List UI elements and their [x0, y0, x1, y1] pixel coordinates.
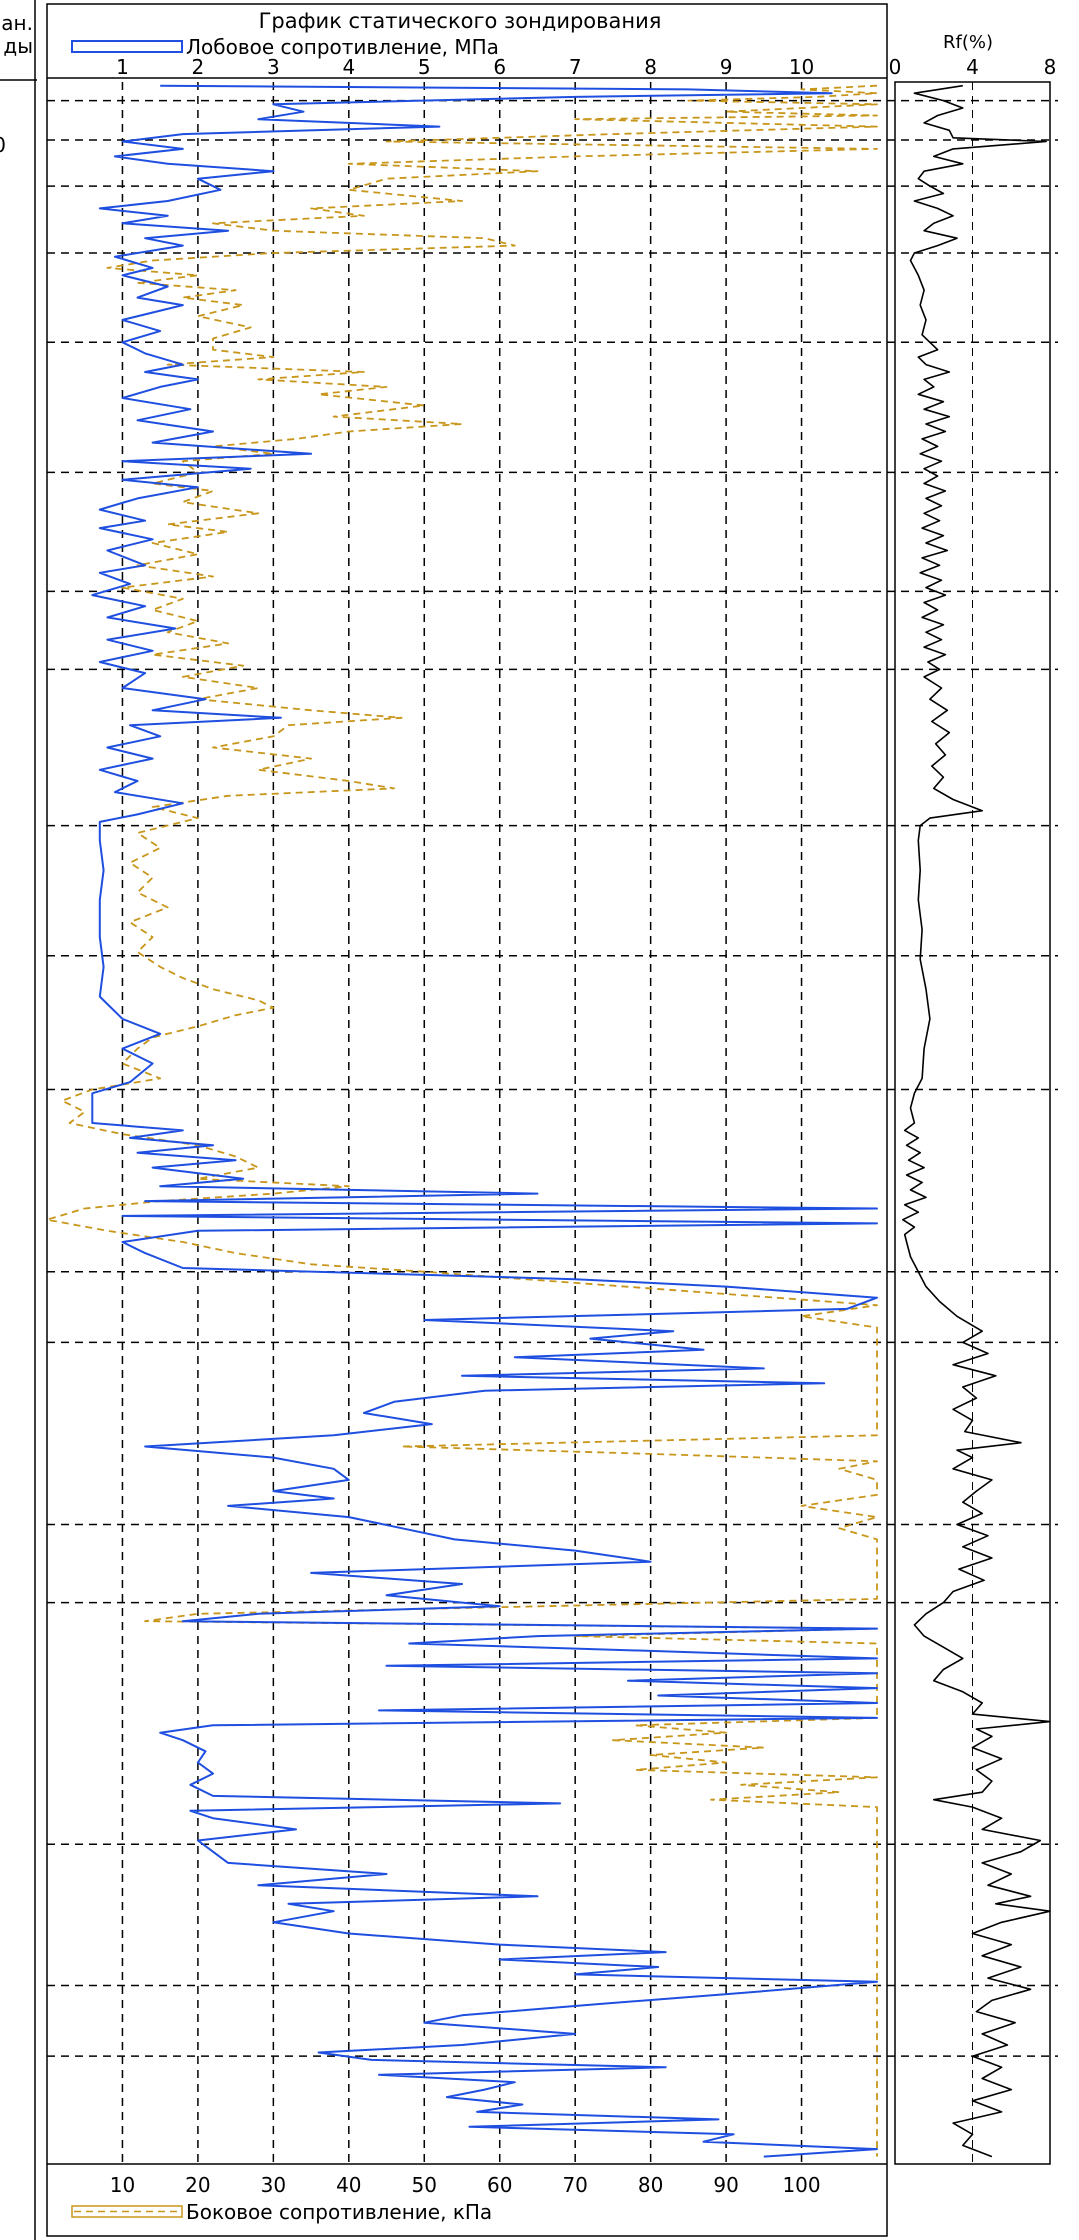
- legend-label-side: Боковое сопротивление, кПа: [186, 2200, 492, 2224]
- rf-axis-tick-label: 8: [1044, 55, 1057, 79]
- left-panel-fragment-3: 0: [0, 133, 6, 157]
- series-front-line: [91, 84, 878, 2158]
- bottom-axis-tick-label: 90: [713, 2173, 738, 2197]
- bottom-axis-ticks: 10 20 30 40 50 60 70 80 90 100: [110, 2173, 821, 2197]
- legend-front-resistance: Лобовое сопротивление, МПа: [71, 35, 499, 59]
- bottom-axis-tick-label: 40: [336, 2173, 361, 2197]
- bottom-axis-tick-label: 80: [638, 2173, 663, 2197]
- series-side-line: [46, 84, 878, 2157]
- top-axis-tick-label: 8: [644, 55, 657, 79]
- bottom-axis-tick-label: 30: [261, 2173, 286, 2197]
- top-axis-tick-label: 5: [418, 55, 431, 79]
- bottom-axis-tick-label: 50: [412, 2173, 437, 2197]
- bottom-axis-tick-label: 10: [110, 2173, 135, 2197]
- bottom-axis-tick-label: 60: [487, 2173, 512, 2197]
- rf-axis-tick-label: 4: [966, 55, 979, 79]
- bottom-axis-tick-label: 100: [782, 2173, 820, 2197]
- rf-panel-label: Rf(%): [943, 32, 993, 53]
- top-axis-tick-label: 7: [569, 55, 582, 79]
- main-grid: [121, 82, 803, 2164]
- left-panel: ан. ды 0: [0, 0, 37, 2240]
- top-axis-tick-label: 3: [267, 55, 280, 79]
- left-panel-fragment-1: ан.: [1, 11, 33, 35]
- top-axis-tick-label: 6: [493, 55, 506, 79]
- layer-boundaries: [47, 99, 887, 2057]
- rf-axis-ticks: 0 4 8: [889, 55, 1057, 2164]
- top-axis-tick-label: 1: [116, 55, 129, 79]
- top-axis-tick-label: 10: [789, 55, 814, 79]
- rf-axis-tick-label: 0: [889, 55, 902, 79]
- series-side-resistance: [46, 84, 878, 2157]
- main-panel-frame: [46, 3, 888, 2237]
- series-front-resistance: [91, 84, 878, 2158]
- rf-line: [901, 84, 1051, 2158]
- chart-title: График статического зондирования: [259, 9, 662, 33]
- top-axis-ticks: 1 2 3 4 5 6 7 8 9 10: [116, 55, 814, 79]
- top-axis-tick-label: 2: [192, 55, 205, 79]
- top-axis-tick-label: 4: [342, 55, 355, 79]
- legend-swatch-front: [71, 40, 183, 53]
- bottom-axis-tick-label: 70: [562, 2173, 587, 2197]
- series-rf: [901, 84, 1051, 2158]
- top-axis-tick-label: 9: [720, 55, 733, 79]
- rf-panel-frame: [894, 81, 1051, 2165]
- left-panel-fragment-2: ды: [3, 34, 33, 58]
- bottom-axis-tick-label: 20: [185, 2173, 210, 2197]
- legend-side-resistance: Боковое сопротивление, кПа: [71, 2200, 492, 2224]
- legend-swatch-side: [71, 2205, 183, 2218]
- legend-label-front: Лобовое сопротивление, МПа: [186, 35, 499, 59]
